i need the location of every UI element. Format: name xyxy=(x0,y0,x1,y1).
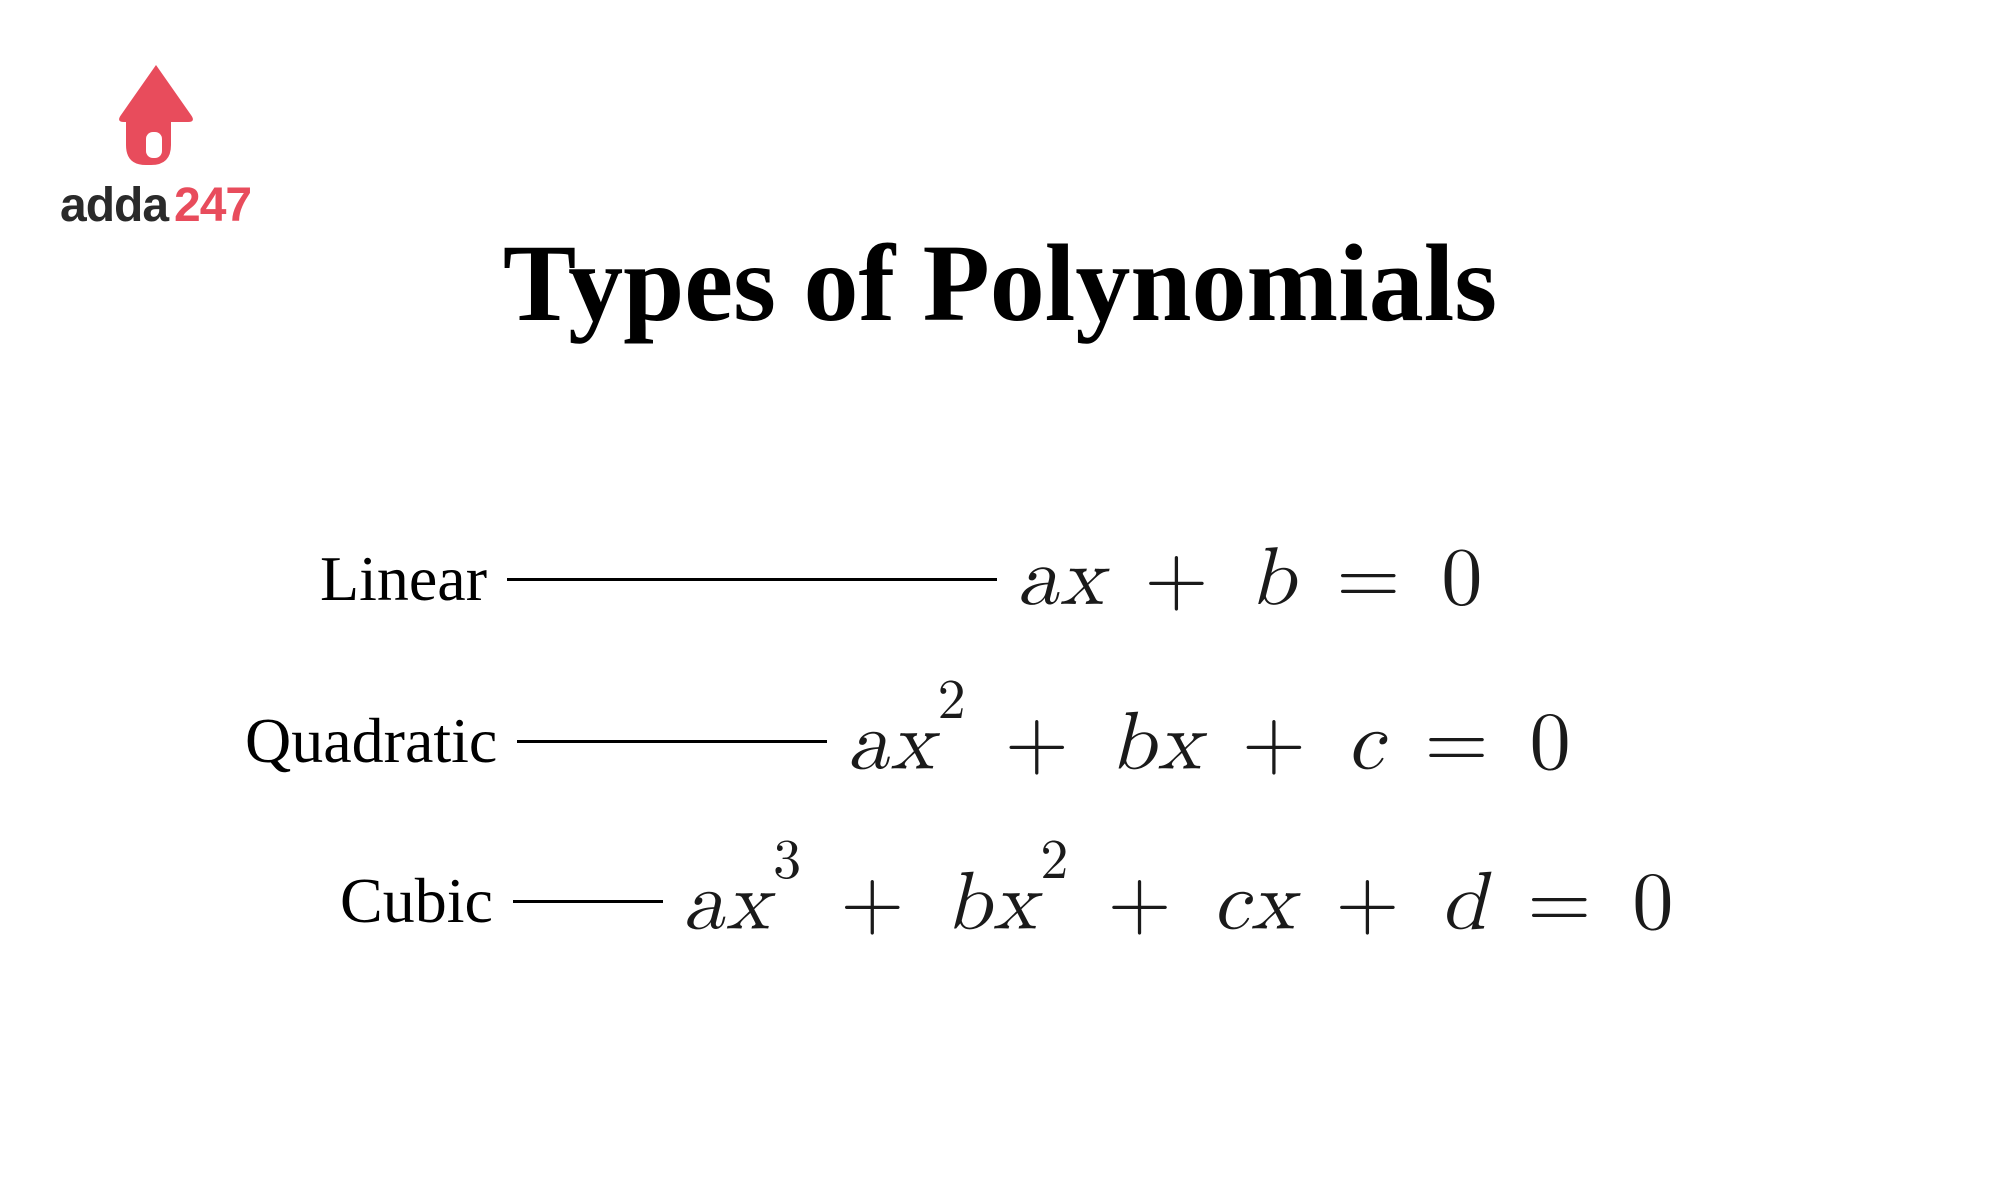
polynomial-row-linear: Linear ax + b = 0 xyxy=(320,530,1484,628)
logo-brand-secondary: 247 xyxy=(174,178,251,233)
logo-brand-primary: adda xyxy=(60,178,168,233)
logo-arrow-icon xyxy=(96,60,216,170)
poly-equation-quadratic: ax2 + bx + c = 0 xyxy=(847,690,1572,792)
logo-text: adda 247 xyxy=(60,178,251,233)
page-title: Types of Polynomials xyxy=(503,220,1497,347)
poly-label-quadratic: Quadratic xyxy=(245,704,497,778)
brand-logo: adda 247 xyxy=(60,60,251,233)
connector-line xyxy=(513,900,663,903)
poly-equation-linear: ax + b = 0 xyxy=(1017,530,1484,628)
poly-label-cubic: Cubic xyxy=(340,864,493,938)
connector-line xyxy=(507,578,997,581)
polynomial-row-quadratic: Quadratic ax2 + bx + c = 0 xyxy=(245,690,1573,792)
poly-equation-cubic: ax3 + bx2 + cx + d = 0 xyxy=(683,850,1676,952)
polynomial-row-cubic: Cubic ax3 + bx2 + cx + d = 0 xyxy=(340,850,1675,952)
poly-label-linear: Linear xyxy=(320,542,487,616)
connector-line xyxy=(517,740,827,743)
